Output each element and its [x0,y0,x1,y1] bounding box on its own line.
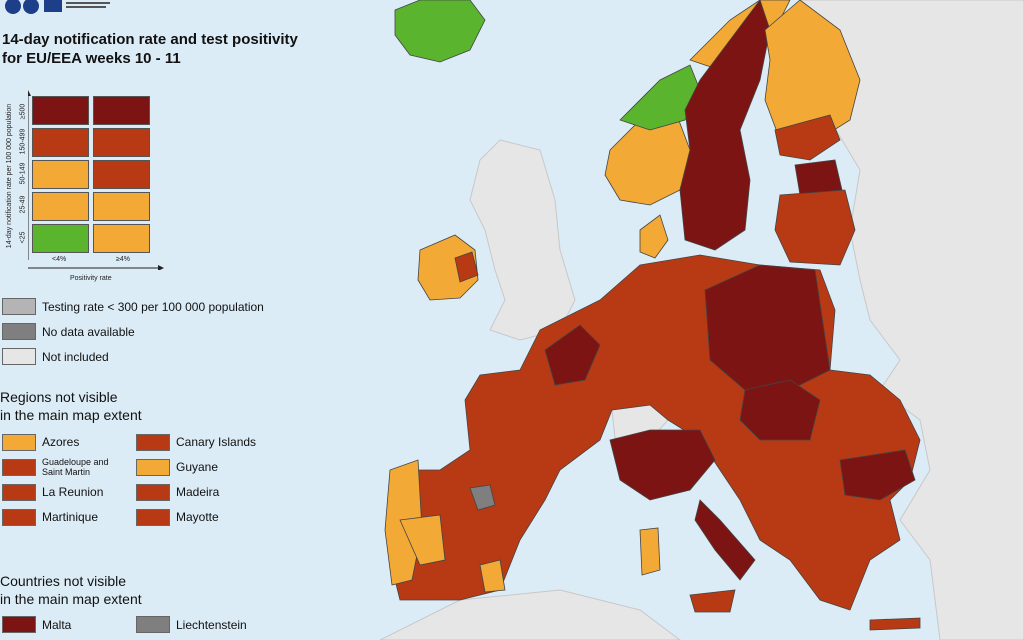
not-included-label: Not included [42,350,109,364]
matrix-cell [32,96,89,125]
north-africa-grey [379,589,681,640]
finland-south [774,114,841,161]
x-tick-lt4: <4% [52,256,67,263]
y-tick-lt25: <25 [19,231,27,244]
y-tick-150: 150-499 [19,128,27,155]
region-swatch [136,509,170,526]
region-swatch [136,484,170,501]
y-tick-500: ≥500 [19,103,27,120]
region-label: Canary Islands [176,435,257,449]
x-tick-ge4: ≥4% [116,256,130,263]
italy-south [694,499,756,581]
sicily [689,589,736,613]
hungary-region [739,379,821,441]
countries-heading: Countries not visible in the main map ex… [0,572,142,608]
uk-grey [469,139,576,341]
region-label: Madeira [176,485,220,499]
testing-rate-label: Testing rate < 300 per 100 000 populatio… [42,300,264,314]
spain-grey [469,484,496,511]
poland-czech [704,264,831,391]
region-swatch [2,484,36,501]
matrix-cell [32,160,89,189]
region-label: Azores [42,435,80,449]
no-data-swatch [2,323,36,340]
region-label: Guadeloupe and Saint Martin [42,457,109,477]
region-swatch [2,459,36,476]
spain-orange [399,514,446,566]
y-tick-50: 50-149 [19,162,27,185]
region-swatch [136,434,170,451]
regions-heading-line-2: in the main map extent [0,407,142,423]
title-line-1: 14-day notification rate and test positi… [2,31,298,48]
y-tick-25: 25-49 [19,195,27,214]
region-swatch [2,434,36,451]
regions-heading-line-1: Regions not visible [0,389,118,405]
matrix-axes [28,90,164,270]
region-label: Martinique [42,510,99,524]
northern-ireland [454,251,479,283]
ireland [417,234,479,301]
matrix-cell [93,96,150,125]
matrix-cell [32,192,89,221]
testing-rate-swatch [2,298,36,315]
country-label: Malta [42,618,72,632]
matrix-cell [93,224,150,253]
matrix-cell [93,160,150,189]
sardinia [639,527,661,576]
countries-heading-line-1: Countries not visible [0,573,127,589]
country-swatch [136,616,170,633]
latvia-lithuania [774,189,856,266]
not-included-swatch [2,348,36,365]
region-label: La Reunion [42,485,104,499]
title-line-2: for EU/EEA weeks 10 - 11 [2,50,181,67]
matrix-cell [93,128,150,157]
spain-orange-2 [479,559,506,593]
iceland [394,0,486,63]
regions-heading: Regions not visible in the main map exte… [0,388,142,424]
benelux [544,324,601,386]
map-title: 14-day notification rate and test positi… [2,30,298,68]
region-label: Mayotte [176,510,219,524]
matrix-x-axis-label: Positivity rate [70,275,112,282]
ecdc-logo [4,0,114,22]
country-swatch [2,616,36,633]
matrix-cell [32,128,89,157]
estonia [794,159,843,196]
countries-heading-line-2: in the main map extent [0,591,142,607]
matrix-cell [32,224,89,253]
matrix-cell [93,192,150,221]
legend-panel: 14-day notification rate and test positi… [0,0,300,640]
matrix-y-axis-label: 14-day notification rate per 100 000 pop… [6,103,13,249]
country-label: Liechtenstein [176,618,247,632]
north-italy [609,429,716,501]
region-label: Guyane [176,460,219,474]
region-swatch [136,459,170,476]
denmark [639,214,669,259]
sweden [679,0,771,251]
region-swatch [2,509,36,526]
bulgaria [839,449,916,501]
crete [869,617,921,631]
no-data-label: No data available [42,325,135,339]
